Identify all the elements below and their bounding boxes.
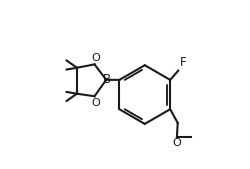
Text: O: O (90, 53, 99, 63)
Text: O: O (90, 98, 99, 108)
Text: F: F (179, 56, 186, 69)
Text: O: O (172, 138, 180, 148)
Text: B: B (102, 73, 111, 86)
